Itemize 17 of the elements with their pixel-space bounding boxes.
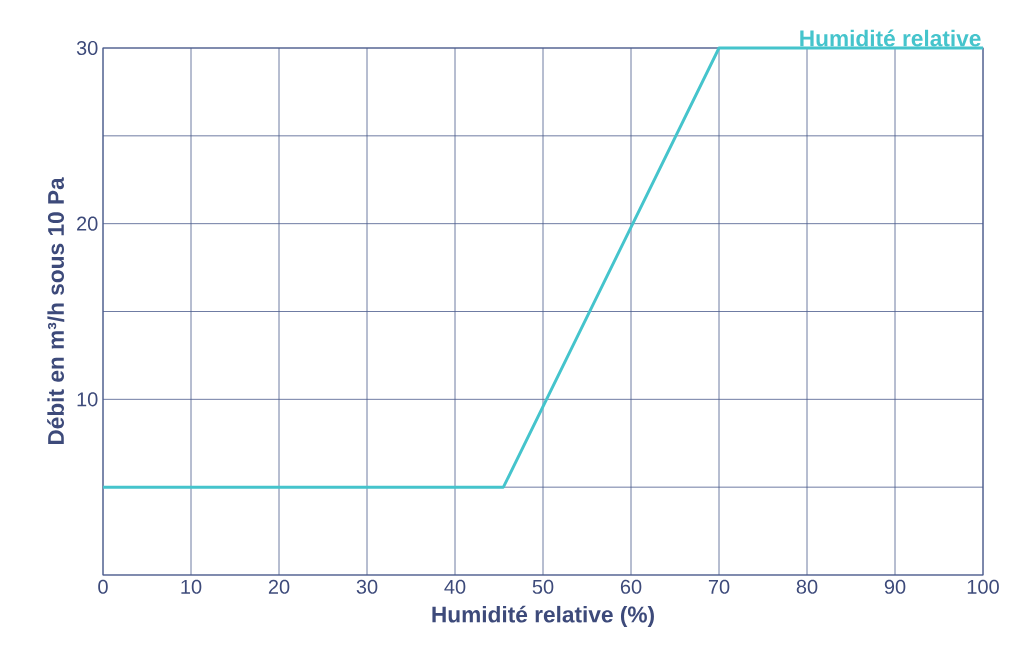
x-tick-label: 0 [98, 579, 108, 594]
y-tick-label: 10 [77, 392, 98, 407]
x-tick-label: 10 [181, 579, 202, 594]
y-tick-label: 20 [77, 216, 98, 231]
y-tick-label: 30 [76, 40, 98, 56]
x-tick-label: 40 [444, 579, 466, 594]
x-axis-title: Humidité relative (%) [432, 605, 654, 628]
x-tick-label: 50 [532, 579, 554, 594]
x-tick-label: 60 [620, 579, 642, 594]
x-tick-label: 100 [967, 579, 999, 594]
y-axis-title: Débit en m³/h sous 10 Pa [47, 177, 65, 445]
x-tick-label: 20 [268, 579, 290, 594]
x-tick-label: 80 [796, 579, 818, 594]
series-label: Humidité relative [800, 29, 981, 47]
x-tick-label: 30 [356, 579, 378, 594]
x-tick-label: 70 [708, 579, 730, 594]
x-tick-label: 90 [884, 579, 906, 594]
